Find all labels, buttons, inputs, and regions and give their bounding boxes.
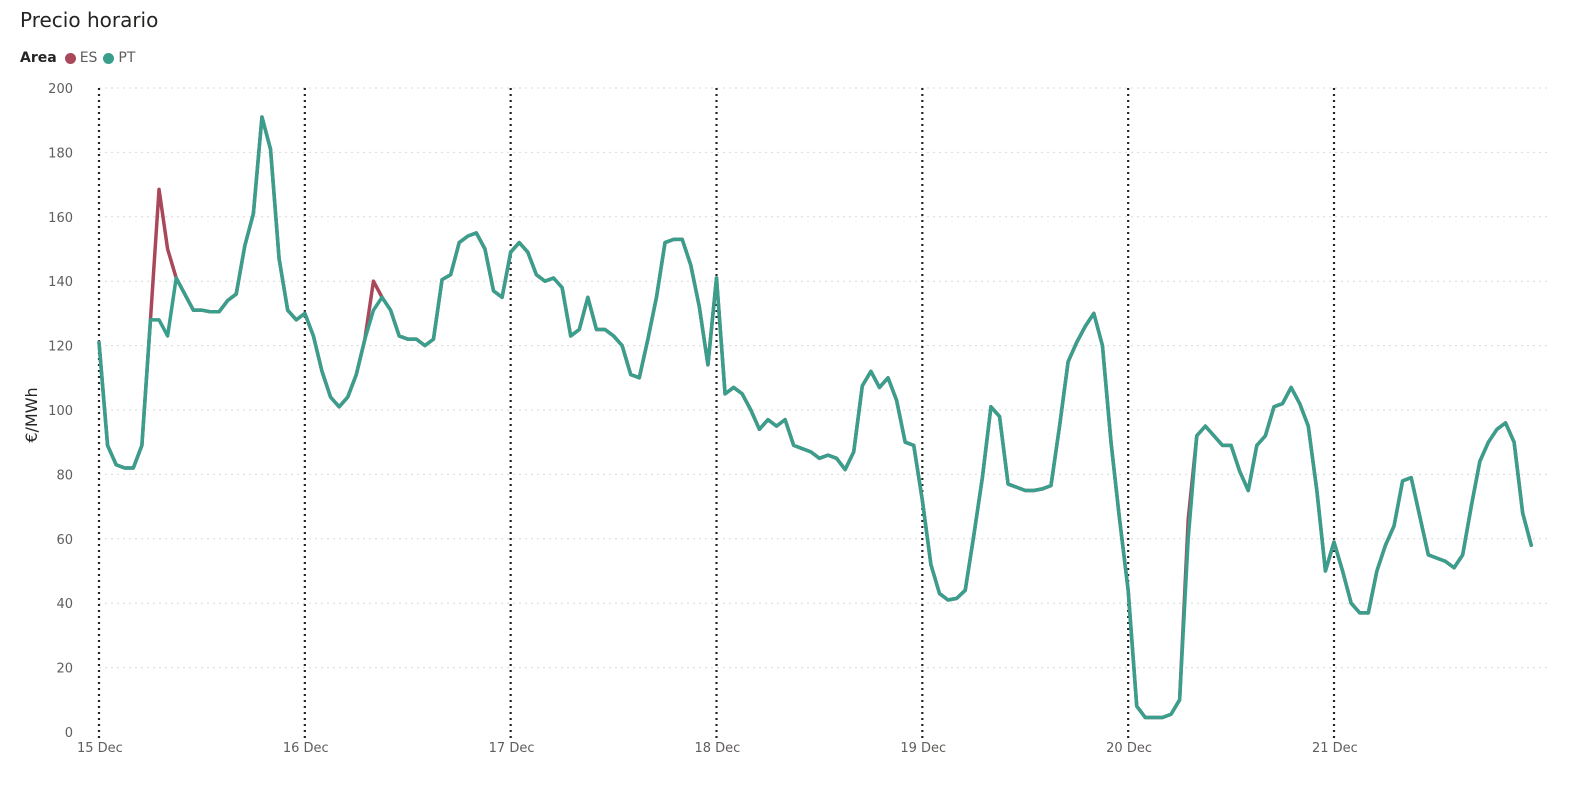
x-tick-label: 15 Dec — [77, 741, 123, 756]
x-tick-label: 17 Dec — [489, 741, 535, 756]
chart-title: Precio horario — [20, 8, 159, 32]
legend-item-pt[interactable]: PT — [103, 50, 135, 66]
legend-label-pt: PT — [118, 50, 136, 66]
y-tick-label: 160 — [48, 211, 73, 226]
series-layer — [97, 115, 1534, 720]
y-tick-label: 20 — [56, 662, 73, 677]
series-line-es[interactable] — [97, 115, 1534, 720]
series-line-pt[interactable] — [97, 115, 1534, 720]
day-separators — [97, 88, 1336, 740]
y-tick-label: 100 — [48, 404, 73, 419]
y-tick-label: 40 — [56, 597, 73, 612]
y-tick-label: 80 — [56, 468, 73, 483]
y-tick-label: 0 — [65, 726, 73, 741]
x-tick-label: 19 Dec — [900, 741, 946, 756]
x-tick-label: 21 Dec — [1312, 741, 1358, 756]
x-tick-label: 18 Dec — [695, 741, 741, 756]
legend-title: Area — [20, 50, 57, 66]
x-tick-label: 20 Dec — [1106, 741, 1152, 756]
y-tick-label: 60 — [56, 533, 73, 548]
legend-marker-pt — [103, 52, 115, 64]
legend-marker-es — [64, 52, 76, 64]
y-tick-label: 180 — [48, 146, 73, 161]
x-tick-label: 16 Dec — [283, 741, 329, 756]
y-axis-ticks: 0 20 40 60 80 100 120 140 160 180 200 — [48, 82, 73, 741]
y-tick-label: 200 — [48, 82, 73, 97]
y-tick-label: 120 — [48, 340, 73, 355]
legend-item-es[interactable]: ES — [64, 50, 98, 66]
x-axis-ticks: 15 Dec 16 Dec 17 Dec 18 Dec 19 Dec 20 Dec 21 D… — [77, 741, 1358, 756]
y-axis-label: €/MWh — [22, 387, 41, 442]
legend-label-es: ES — [79, 50, 98, 66]
y-tick-label: 140 — [48, 275, 73, 290]
legend: Area ES PT — [20, 50, 141, 66]
gridlines — [99, 87, 1548, 669]
